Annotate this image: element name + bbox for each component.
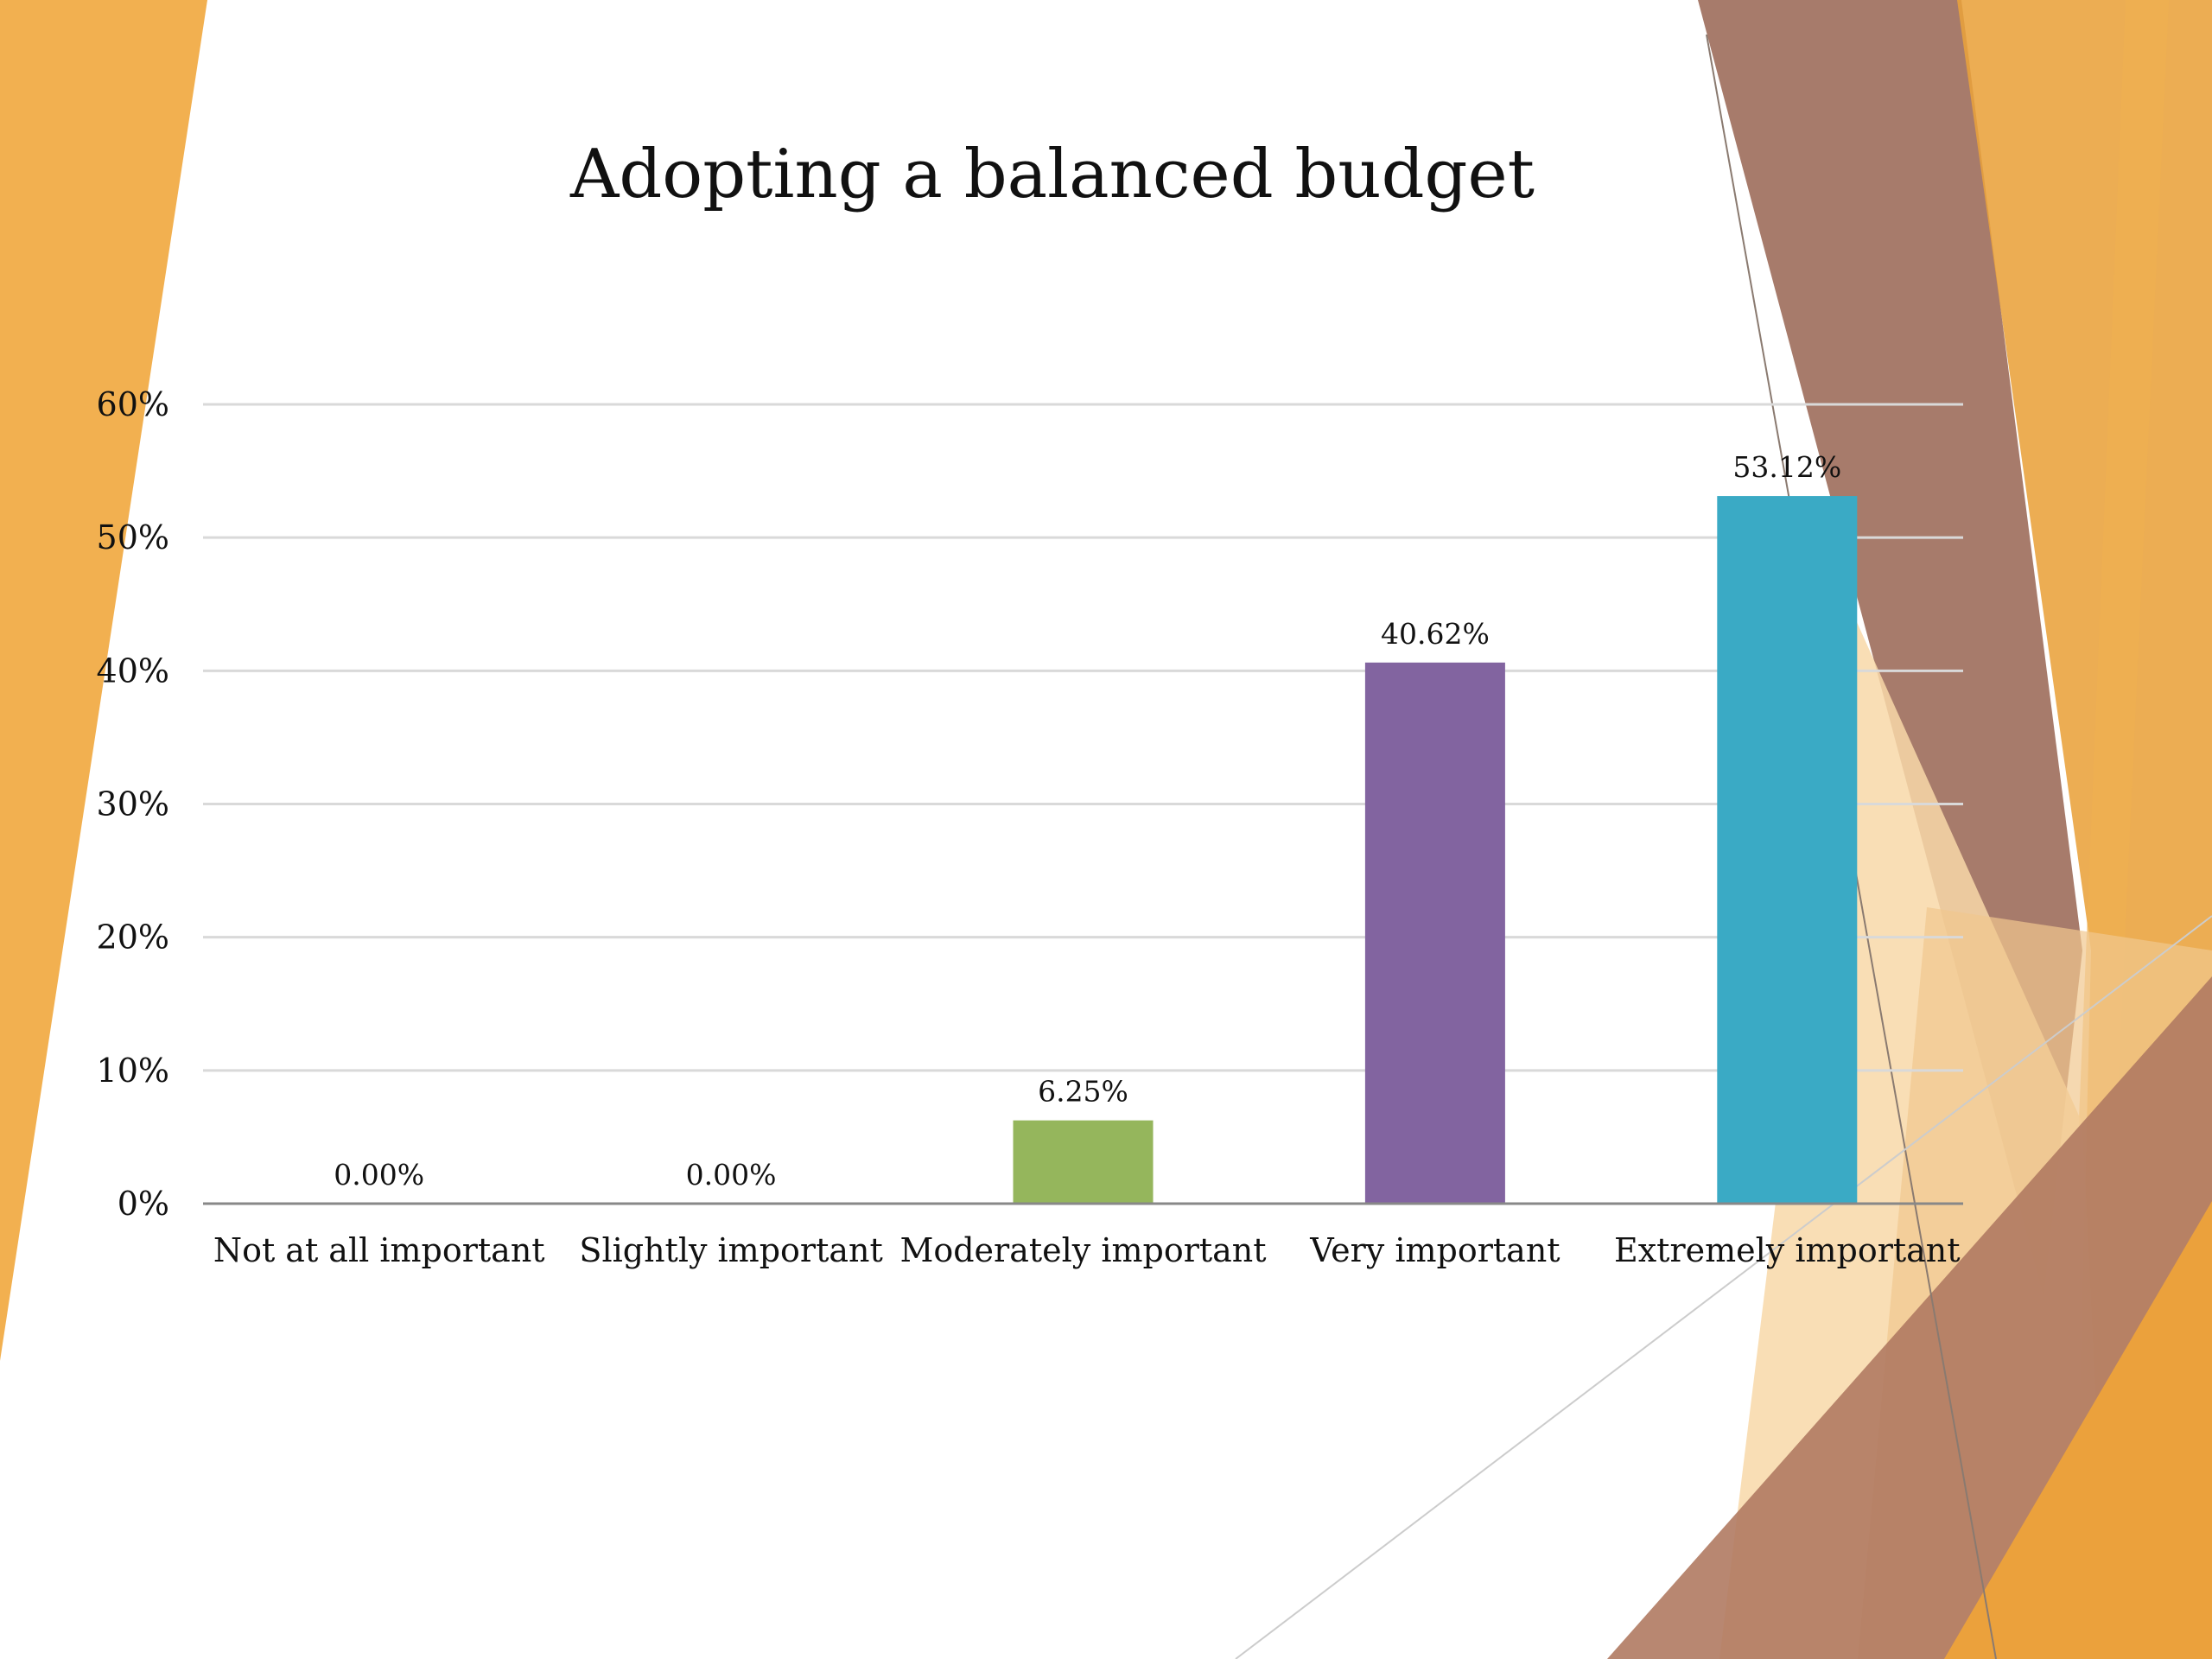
y-tick-label: 0% [118,1185,169,1223]
bottom-orange-triangle [1944,1201,2212,1659]
data-label: 6.25% [1038,1075,1128,1109]
x-axis-category-labels: Not at all important Slightly important Mo… [213,1231,1961,1269]
data-label: 40.62% [1381,617,1490,651]
y-tick-label: 50% [97,518,169,556]
y-tick-label: 30% [97,785,169,823]
data-label: 0.00% [334,1158,424,1192]
left-orange-wedge [0,0,207,1361]
bar [1717,496,1858,1204]
gridlines [203,403,1963,1072]
y-tick-label: 20% [97,918,169,957]
bar [1364,662,1505,1204]
x-tick-label: Slightly important [579,1231,882,1269]
y-tick-label: 60% [97,385,169,423]
chart-title: Adopting a balanced budget [569,136,1535,213]
bar [1013,1120,1154,1204]
decor-line [1235,915,2212,1659]
x-tick-label: Extremely important [1614,1231,1961,1269]
x-tick-label: Moderately important [899,1231,1266,1269]
data-label: 53.12% [1732,450,1841,484]
data-label: 0.00% [686,1158,777,1192]
data-labels: 0.00% 0.00% 6.25% 40.62% 53.12% [334,450,1841,1192]
y-tick-label: 10% [97,1052,169,1090]
x-tick-label: Very important [1309,1231,1560,1269]
y-axis-tick-labels: 0% 10% 20% 30% 40% 50% 60% [97,385,169,1223]
y-tick-label: 40% [97,652,169,690]
x-tick-label: Not at all important [213,1231,545,1269]
bars [1013,496,1858,1204]
